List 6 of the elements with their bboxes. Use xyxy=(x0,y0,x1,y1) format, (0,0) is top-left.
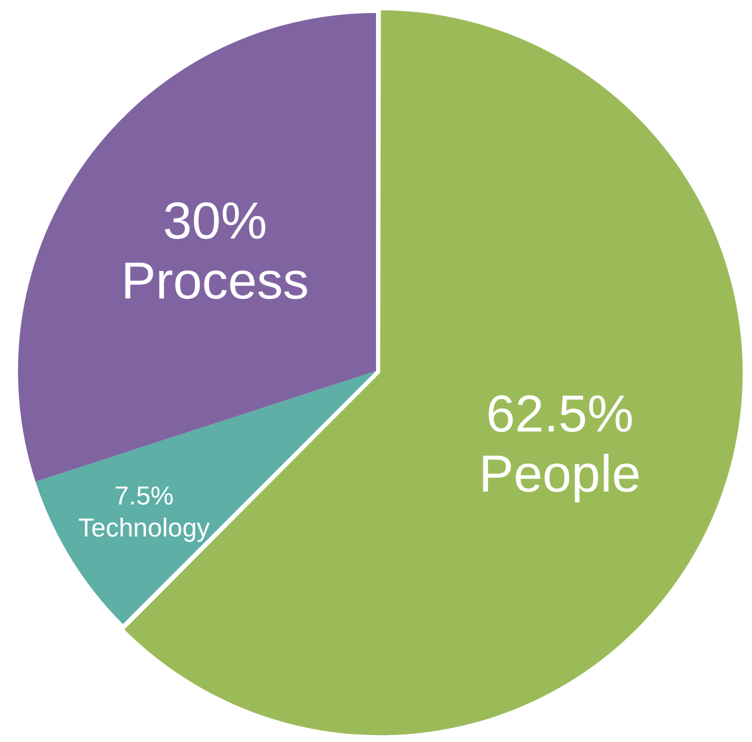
data-label: 7.5% xyxy=(114,480,174,510)
data-label: 30% xyxy=(162,192,268,250)
slice-label: People xyxy=(478,446,641,504)
slice-label: Technology xyxy=(78,512,210,542)
data-label: 62.5% xyxy=(486,386,634,444)
slice-label: Process xyxy=(121,252,309,310)
